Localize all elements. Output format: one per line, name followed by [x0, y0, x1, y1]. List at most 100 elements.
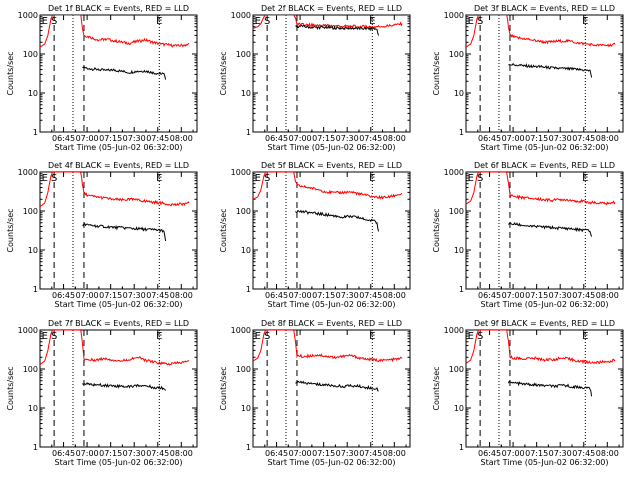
panel-4-frame [39, 171, 198, 290]
panel-5-ytick-label: 1000 [231, 168, 251, 177]
panel-9-xtick-label: 06:45 [478, 449, 501, 458]
panel-1-xtick-label: 06:45 [52, 134, 75, 143]
panel-8-title: Det 8f BLACK = Events, RED = LLD [261, 319, 402, 328]
panel-3-frame [465, 14, 624, 133]
panel-4-ytick-label: 100 [23, 207, 38, 216]
panel-5-ytick-label: 100 [236, 207, 251, 216]
panel-4-xtick-label: 07:15 [99, 291, 122, 300]
panel-4-title: Det 4f BLACK = Events, RED = LLD [48, 161, 189, 170]
panel-6-xtick-label: 07:30 [549, 291, 572, 300]
panel-8-xtick-label: 07:30 [336, 449, 359, 458]
panel-3-xtick-label: 06:45 [478, 134, 501, 143]
panel-4-xtick-label: 08:00 [170, 291, 193, 300]
panel-8-xtick-label: 08:00 [383, 449, 406, 458]
panel-1: Det 1f BLACK = Events, RED = LLD 1 10 100 10… [6, 4, 198, 152]
panel-1-xtick-label: 07:30 [123, 134, 146, 143]
panel-7-ytick-label: 1 [33, 443, 38, 452]
panel-3-series-events [508, 62, 593, 78]
panel-1-ytick-label: 1 [33, 128, 38, 137]
panel-6-title: Det 6f BLACK = Events, RED = LLD [474, 161, 615, 170]
panel-3-mark-E: E [468, 16, 474, 27]
panel-1-xtick-label: 07:15 [99, 134, 122, 143]
panel-2-mark-E: E [369, 16, 375, 27]
panel-2-ytick-label: 1 [246, 128, 251, 137]
panel-5-xtick-label: 07:15 [312, 291, 335, 300]
panel-3-series-lld [466, 15, 616, 48]
panel-5-series-lld [253, 172, 403, 200]
panel-3-xtick-label: 08:00 [596, 134, 619, 143]
panel-8-mark-S: S [264, 331, 270, 342]
panel-9-xtick-label: 07:15 [525, 449, 548, 458]
panel-9-ytick-label: 1 [459, 443, 464, 452]
panel-7: Det 7f BLACK = Events, RED = LLD 1 10 100 10… [6, 319, 198, 467]
panel-2-xtick-label: 07:30 [336, 134, 359, 143]
panel-5-xtick-label: 06:45 [265, 291, 288, 300]
panel-6-series-lld [466, 172, 616, 206]
panel-7-ytick-label: 100 [23, 365, 38, 374]
panel-2-mark-E: E [255, 16, 261, 27]
panel-8-ytick-label: 100 [236, 365, 251, 374]
panel-3-ytick-label: 1 [459, 128, 464, 137]
panel-2-frame [252, 14, 411, 133]
panel-4-xtick-label: 07:00 [76, 291, 99, 300]
panel-7-series-lld [40, 330, 190, 366]
panel-6-ytick-label: 100 [449, 207, 464, 216]
panel-3-mark-E: E [582, 16, 588, 27]
panel-1-title: Det 1f BLACK = Events, RED = LLD [48, 4, 189, 13]
panel-2-xtick-label: 07:00 [289, 134, 312, 143]
panel-9-ytick-label: 100 [449, 365, 464, 374]
panel-4-mark-E: E [42, 173, 48, 184]
panel-2-ylabel: Counts/sec [219, 51, 228, 95]
panel-4: Det 4f BLACK = Events, RED = LLD 1 10 100 10… [6, 161, 198, 309]
panel-5-mark-S: S [264, 173, 270, 184]
panel-7-xtick-label: 07:45 [146, 449, 169, 458]
panel-5-xlabel: Start Time (05-Jun-02 06:32:00) [268, 300, 396, 309]
panel-4-xtick-label: 07:30 [123, 291, 146, 300]
panel-5-mark-E: E [255, 173, 261, 184]
panel-9-series-events [507, 380, 593, 397]
panel-5-ytick-label: 10 [241, 246, 251, 255]
panel-5-mark-E: E [369, 173, 375, 184]
panel-2-series-events [295, 23, 380, 36]
panel-4-series-events [82, 223, 167, 242]
panel-6-ytick-label: 1 [459, 285, 464, 294]
panel-3-mark-S: S [477, 16, 483, 27]
panel-9-title: Det 9f BLACK = Events, RED = LLD [474, 319, 615, 328]
panel-2-xtick-label: 06:45 [265, 134, 288, 143]
panel-7-xtick-label: 07:00 [76, 449, 99, 458]
panel-6-xtick-label: 07:00 [502, 291, 525, 300]
panel-1-ytick-label: 10 [28, 89, 38, 98]
panel-6-xlabel: Start Time (05-Jun-02 06:32:00) [481, 300, 609, 309]
panel-9-xtick-label: 07:30 [549, 449, 572, 458]
panel-8-ytick-label: 1 [246, 443, 251, 452]
panel-5-title: Det 5f BLACK = Events, RED = LLD [261, 161, 402, 170]
panel-7-xlabel: Start Time (05-Jun-02 06:32:00) [55, 458, 183, 467]
panel-1-ytick-label: 1000 [18, 11, 38, 20]
panel-3: Det 3f BLACK = Events, RED = LLD 1 10 100 10… [432, 4, 624, 152]
panel-2-xlabel: Start Time (05-Jun-02 06:32:00) [268, 143, 396, 152]
panel-6-xtick-label: 07:45 [572, 291, 595, 300]
panel-9-mark-E: E [582, 331, 588, 342]
panel-5-series-events [295, 209, 380, 232]
panel-8-series-events [295, 380, 379, 392]
panel-3-xtick-label: 07:00 [502, 134, 525, 143]
panel-5: Det 5f BLACK = Events, RED = LLD 1 10 100 10… [219, 161, 411, 309]
panel-5-xtick-label: 07:00 [289, 291, 312, 300]
panel-6-mark-S: S [477, 173, 483, 184]
panel-6-series-events [508, 221, 593, 237]
panel-9-mark-S: S [477, 331, 483, 342]
panel-6-ytick-label: 10 [454, 246, 464, 255]
panel-6-ylabel: Counts/sec [432, 208, 441, 252]
panel-6-mark-E: E [582, 173, 588, 184]
panel-8-xtick-label: 06:45 [265, 449, 288, 458]
panel-7-title: Det 7f BLACK = Events, RED = LLD [48, 319, 189, 328]
panel-9: Det 9f BLACK = Events, RED = LLD 1 10 100 10… [432, 319, 624, 467]
panel-7-mark-E: E [42, 331, 48, 342]
panel-9-xtick-label: 07:00 [502, 449, 525, 458]
panel-4-ylabel: Counts/sec [6, 208, 15, 252]
panel-5-xtick-label: 07:30 [336, 291, 359, 300]
panel-6-xtick-label: 07:15 [525, 291, 548, 300]
panel-3-ytick-label: 1000 [444, 11, 464, 20]
